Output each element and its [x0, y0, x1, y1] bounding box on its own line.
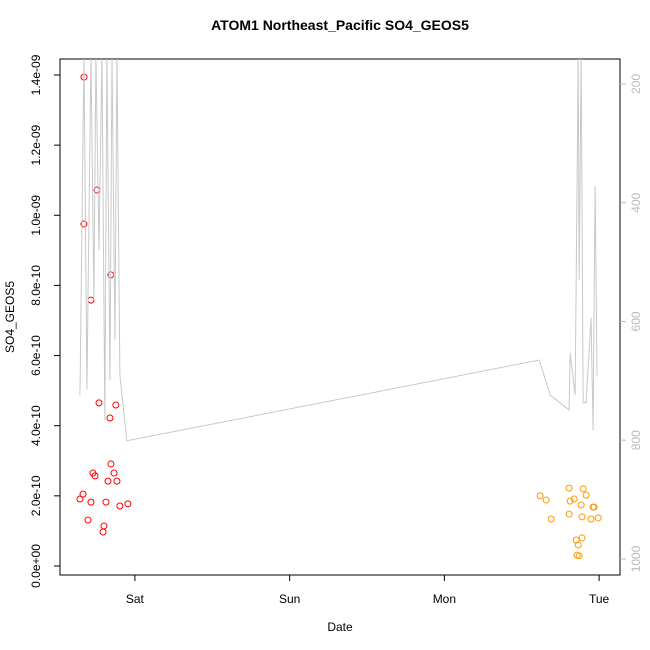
point [99, 528, 107, 536]
point [575, 552, 583, 560]
y-tick-label: 4.0e-10 [29, 405, 43, 446]
point [87, 498, 95, 506]
point [106, 414, 114, 422]
point [565, 510, 573, 518]
y-tick-label: 1.0e-09 [29, 195, 43, 236]
y2-tick-label: 600 [629, 311, 643, 331]
point [100, 522, 108, 530]
point [102, 498, 110, 506]
x-tick-label: Tue [589, 592, 610, 606]
point [547, 515, 555, 523]
point [578, 534, 586, 542]
point [536, 492, 544, 500]
y-axis-label: SO4_GEOS5 [3, 281, 17, 353]
y-tick-label: 6.0e-10 [29, 335, 43, 376]
point [112, 401, 120, 409]
point [76, 495, 84, 503]
chart-title: ATOM1 Northeast_Pacific SO4_GEOS5 [211, 17, 469, 33]
pressure-line [79, 59, 598, 442]
x-tick-label: Sun [279, 592, 300, 606]
point [110, 469, 118, 477]
point [87, 296, 95, 304]
point [577, 501, 585, 509]
point [95, 399, 103, 407]
plot-frame [59, 58, 621, 576]
y-tick-label: 1.2e-09 [29, 124, 43, 165]
point [570, 495, 578, 503]
x-axis-label: Date [327, 620, 353, 634]
x-tick-label: Sat [126, 592, 145, 606]
point [79, 490, 87, 498]
point [582, 491, 590, 499]
point [565, 484, 573, 492]
point [107, 460, 115, 468]
point [579, 485, 587, 493]
y-tick-label: 8.0e-10 [29, 265, 43, 306]
point [594, 514, 602, 522]
point [80, 220, 88, 228]
point [91, 472, 99, 480]
y-tick-label: 0.0e+00 [29, 544, 43, 588]
point [574, 541, 582, 549]
point [590, 503, 598, 511]
point [566, 497, 574, 505]
x-tick-label: Mon [433, 592, 456, 606]
point [84, 516, 92, 524]
y-tick-label: 2.0e-10 [29, 475, 43, 516]
point [113, 477, 121, 485]
y2-tick-label: 800 [629, 430, 643, 450]
point [587, 515, 595, 523]
point [124, 500, 132, 508]
point [104, 477, 112, 485]
y2-tick-label: 200 [629, 74, 643, 94]
point [578, 513, 586, 521]
point [542, 496, 550, 504]
y2-tick-label: 400 [629, 192, 643, 212]
point [116, 502, 124, 510]
y2-tick-label: 1000 [629, 545, 643, 572]
plot-area [76, 59, 602, 560]
y-tick-label: 1.4e-09 [29, 54, 43, 95]
